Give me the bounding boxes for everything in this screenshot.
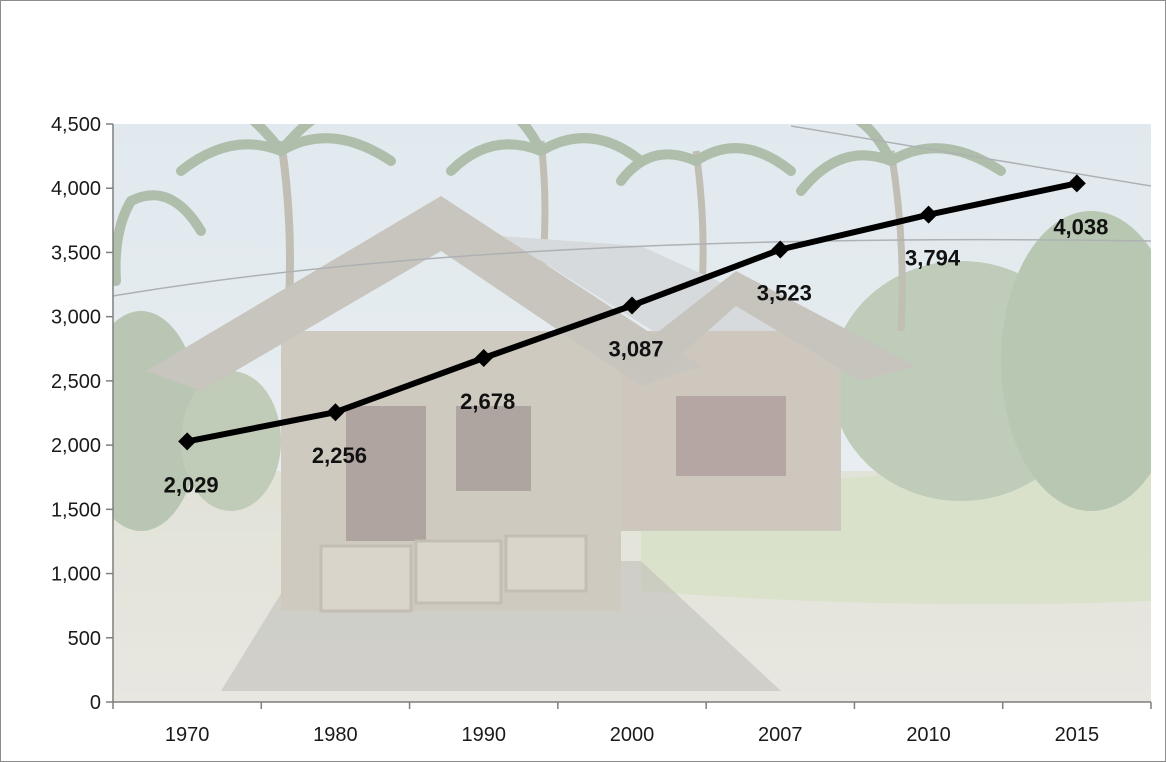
data-point [326,403,345,422]
y-tick-label: 4,500 [51,114,101,136]
x-tick-label: 2007 [758,724,803,746]
y-tick-label: 2,000 [51,435,101,457]
data-label: 2,256 [312,443,367,468]
y-tick-label: 2,500 [51,371,101,393]
data-point [474,349,493,368]
y-tick-label: 1,000 [51,564,101,586]
y-tick-label: 3,000 [51,307,101,329]
series-markers [178,174,1086,451]
x-tick-label: 1980 [313,724,358,746]
chart-axes [106,123,1152,709]
data-point [771,240,790,259]
data-label: 2,029 [164,472,219,497]
data-point [919,205,938,224]
x-tick-label: 2000 [610,724,655,746]
x-tick-label: 1970 [165,724,210,746]
x-tick-label: 2010 [906,724,951,746]
y-tick-label: 500 [68,628,101,650]
y-axis-tick-labels: 0 500 1,000 1,500 2,000 2,500 3,000 3,500 4,000 4… [51,114,101,714]
y-tick-label: 1,500 [51,499,101,521]
data-point [1067,174,1086,193]
background-photo [113,124,1151,702]
data-label: 3,087 [608,336,663,361]
y-tick-label: 4,000 [51,178,101,200]
data-label: 4,038 [1053,214,1108,239]
data-point [623,296,641,315]
data-label: 3,794 [905,246,961,271]
y-tick-label: 3,500 [51,242,101,264]
data-point [178,432,197,451]
x-axis-tick-labels: 1970 1980 1990 2000 2007 2010 2015 [165,724,1099,746]
x-tick-label: 2015 [1055,724,1100,746]
data-labels: 2,029 2,256 2,678 3,087 3,523 3,794 4,038 [164,214,1109,497]
data-label: 2,678 [460,389,515,414]
data-label: 3,523 [757,280,812,305]
y-tick-label: 0 [90,692,101,714]
x-tick-label: 1990 [461,724,506,746]
